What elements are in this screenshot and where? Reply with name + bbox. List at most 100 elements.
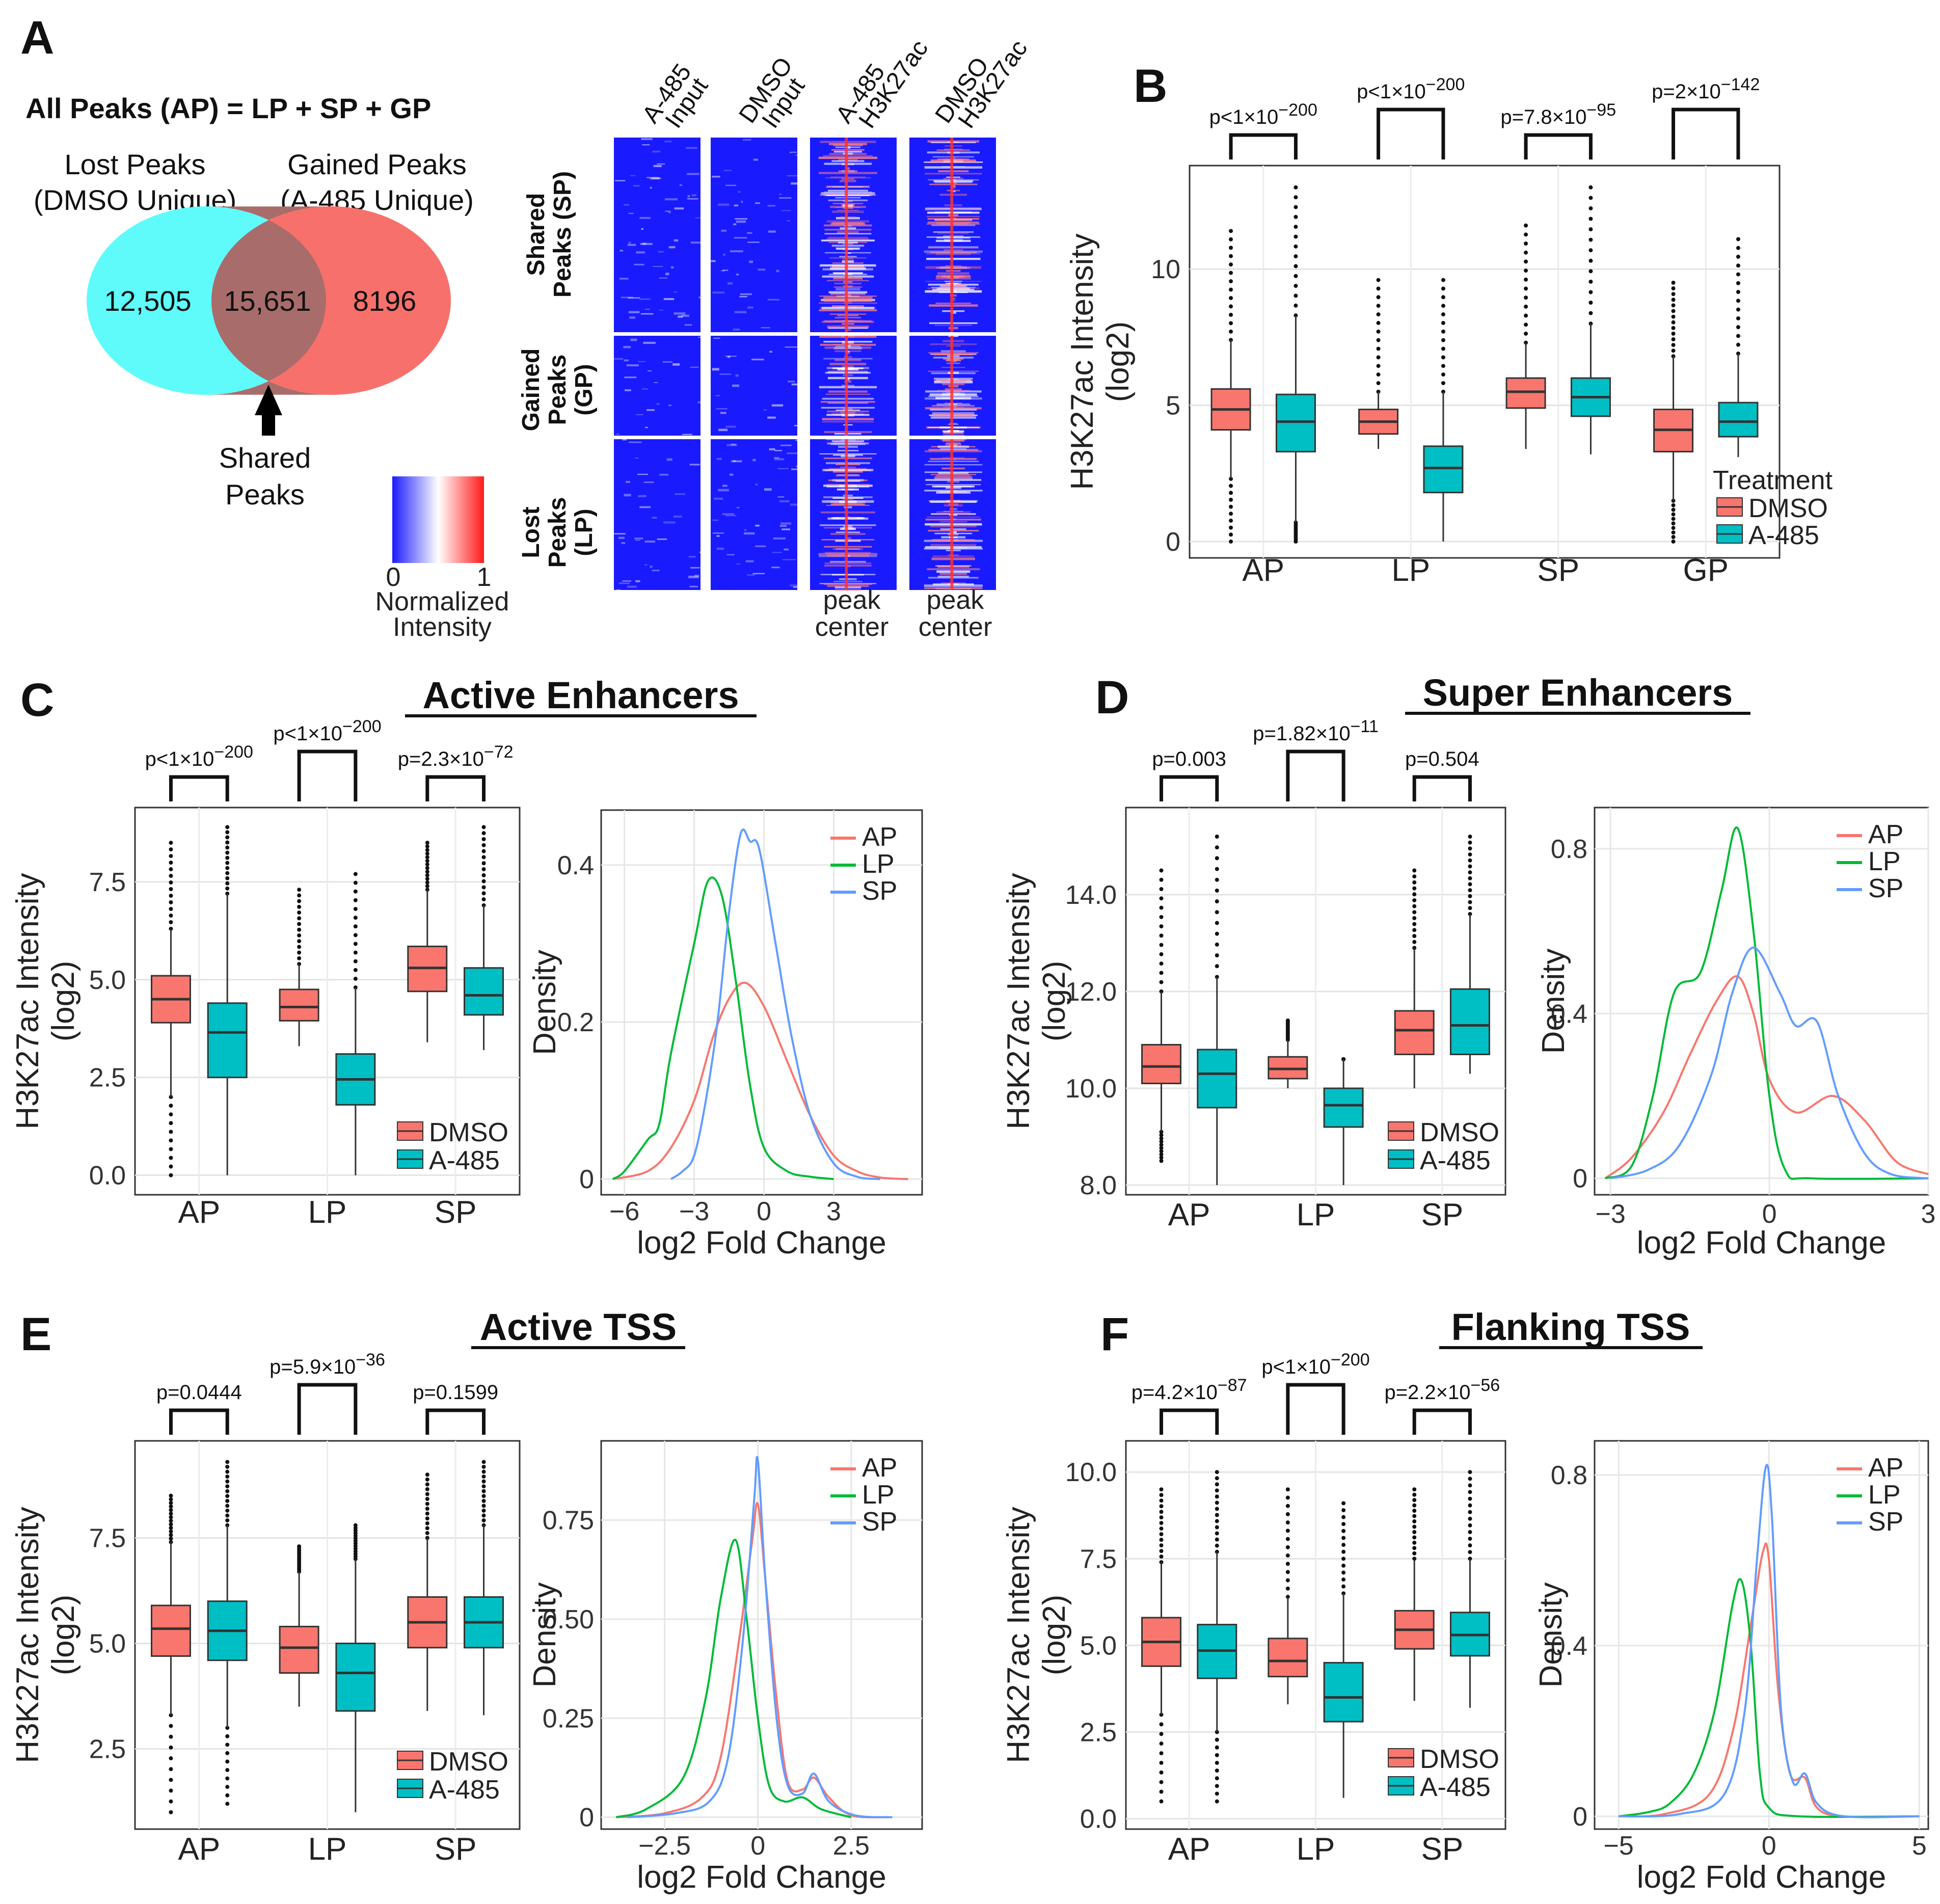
y-tick-label: 2.5 (89, 1063, 126, 1093)
heatmap-signal-streak (925, 390, 982, 393)
outlier-point (297, 910, 302, 915)
venn-overlap-count: 15,651 (224, 285, 311, 317)
chart-C-box: 0.0 2.5 5.0 7.5 AP p<1×10−200 LP p<1×10−200 SP p=… (10, 717, 521, 1230)
heatmap-signal-streak (824, 191, 872, 193)
heatmap-noise-streak (721, 270, 725, 272)
heatmap-signal-streak (830, 560, 866, 563)
heatmap-noise-streak (673, 515, 682, 518)
outlier-point (481, 855, 486, 860)
y-tick-label: 0.75 (543, 1506, 594, 1536)
outlier-point (1524, 250, 1528, 255)
heatmap-signal-streak (950, 283, 956, 286)
heatmap-noise-streak (682, 434, 692, 436)
x-axis-label: log2 Fold Change (1637, 1860, 1886, 1895)
x-tick-label: AP (178, 1832, 220, 1867)
heatmap-noise-streak (637, 473, 648, 475)
outlier-point (225, 871, 230, 875)
outlier-point (225, 1508, 230, 1513)
outlier-point (1524, 313, 1528, 318)
outlier-point (481, 1479, 486, 1484)
outlier-point (1215, 1745, 1219, 1750)
venn-lost-label-1: Lost Peaks (64, 148, 205, 180)
title-active-tss: Active TSS (480, 1306, 677, 1348)
heatmap-noise-streak (791, 383, 802, 386)
outlier-point (1588, 269, 1593, 274)
heatmap-noise-streak (634, 263, 644, 265)
outlier-point (1588, 290, 1593, 294)
outlier-point (425, 869, 429, 874)
heatmap-noise-streak (691, 194, 697, 197)
outlier-point (297, 893, 302, 898)
heatmap-noise-streak (650, 566, 653, 568)
heatmap-noise-streak (736, 274, 739, 276)
outlier-point (169, 1121, 173, 1125)
outlier-point (1159, 980, 1164, 984)
outlier-point (1294, 539, 1298, 544)
heatmap-noise-streak (630, 338, 637, 341)
outlier-point (353, 916, 358, 920)
outlier-point (1736, 254, 1740, 259)
outlier-point (225, 1504, 230, 1508)
outlier-point (425, 859, 429, 863)
heatmap-noise-streak (725, 184, 736, 186)
heatmap-noise-streak (674, 207, 684, 210)
heatmap-noise-streak (794, 425, 799, 426)
heatmap-noise-streak (767, 205, 775, 207)
y-axis-label-unit: (log2) (1037, 1595, 1072, 1676)
heatmap-noise-streak (673, 312, 686, 315)
box-a-485 (1718, 401, 1759, 438)
outlier-point (1159, 1770, 1164, 1775)
outlier-point (1294, 254, 1298, 259)
venn-shared-label-1: Shared (219, 442, 311, 474)
heatmap-signal-streak (820, 343, 876, 346)
outlier-point (1671, 521, 1676, 526)
heatmap-noise-streak (688, 575, 699, 578)
outlier-point (1341, 1549, 1346, 1554)
outlier-point (481, 1464, 486, 1469)
heatmap-noise-streak (788, 381, 795, 383)
outlier-point (1376, 295, 1381, 300)
heatmap-peak-center-line (950, 138, 954, 590)
heatmap-noise-streak (690, 366, 699, 368)
heatmap-noise-streak (645, 426, 648, 428)
heatmap-signal-streak (939, 521, 967, 523)
outlier-point (169, 1518, 173, 1523)
heatmap-signal-streak (832, 479, 864, 481)
heatmap-noise-streak (668, 212, 671, 213)
outlier-point (1341, 1508, 1346, 1513)
outlier-point (169, 1130, 173, 1134)
outlier-point (1468, 835, 1472, 839)
outlier-point (1159, 1780, 1164, 1784)
heatmap-noise-streak (695, 217, 708, 219)
heatmap-noise-streak (712, 532, 724, 534)
outlier-point (1159, 961, 1164, 966)
x-tick-label: 3 (1921, 1199, 1936, 1229)
heatmap-signal-streak (842, 341, 854, 344)
y-tick-label: 0 (579, 1165, 594, 1194)
heatmap-signal-streak (927, 151, 980, 154)
outlier-point (1671, 303, 1676, 308)
box-dmso (1268, 1638, 1308, 1678)
heatmap-signal-streak (838, 445, 858, 448)
color-scale-bar (392, 476, 484, 563)
outlier-point (425, 1501, 429, 1506)
heatmap-signal-streak (843, 424, 853, 425)
p-value-label: p=2.2×10−56 (1384, 1376, 1500, 1404)
outlier-point (353, 880, 358, 885)
heatmap-noise-streak (722, 513, 735, 515)
heatmap-signal-streak (822, 500, 874, 503)
outlier-point (1671, 326, 1676, 330)
heatmap-noise-streak (643, 481, 654, 483)
outlier-point (1341, 1577, 1346, 1582)
significance-bracket (297, 749, 358, 801)
outlier-point (1294, 244, 1298, 249)
outlier-point (225, 1785, 230, 1789)
heatmap-noise-streak (687, 195, 690, 198)
heatmap-noise-streak (747, 232, 752, 234)
outlier-point (1588, 311, 1593, 315)
outlier-point (1159, 943, 1164, 947)
outlier-point (1412, 904, 1417, 908)
heatmap-noise-streak (635, 458, 639, 459)
heatmap-signal-streak (841, 439, 855, 441)
outlier-point (1468, 864, 1472, 869)
